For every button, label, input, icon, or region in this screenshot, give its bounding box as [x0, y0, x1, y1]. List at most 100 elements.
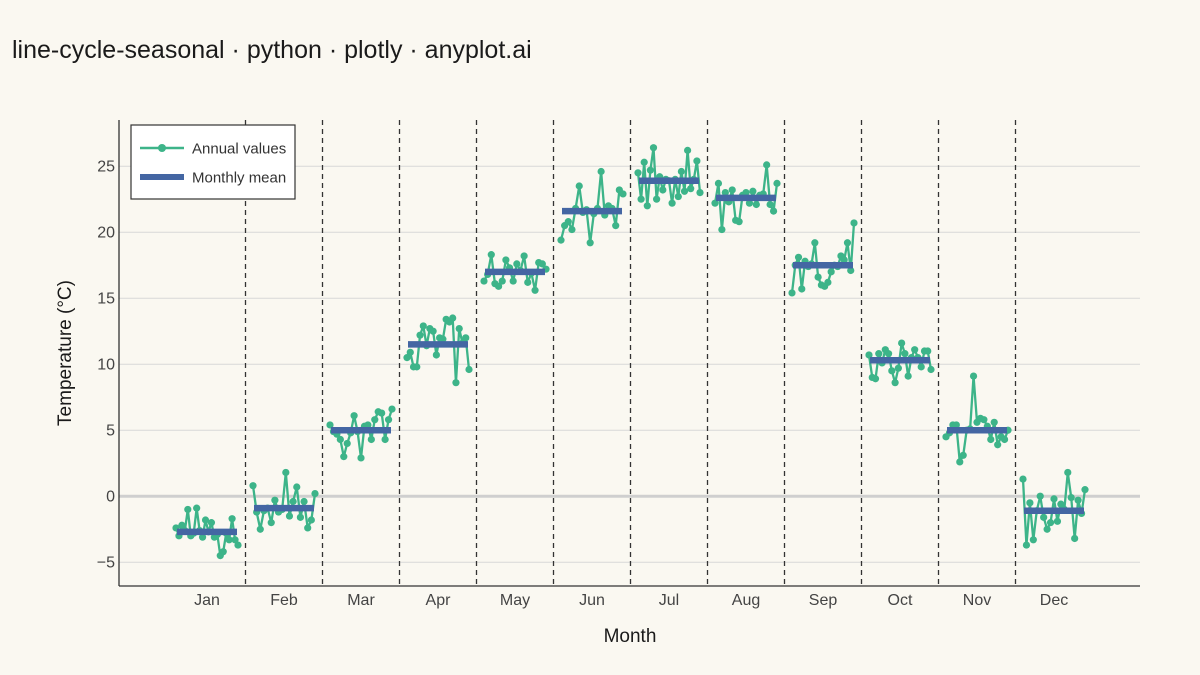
annual-value-point: [520, 252, 528, 260]
annual-value-point: [824, 278, 832, 286]
annual-value-point: [225, 536, 233, 544]
annual-value-point: [612, 222, 620, 230]
annual-value-point: [1000, 435, 1009, 444]
annual-value-point: [1050, 495, 1058, 503]
annual-value-point: [1057, 500, 1065, 508]
annual-value-point: [875, 350, 883, 358]
annual-value-point: [687, 185, 695, 193]
annual-value-point: [1053, 517, 1062, 525]
annual-value-point: [924, 347, 932, 355]
annual-value-point: [452, 379, 460, 387]
annual-value-point: [904, 372, 912, 380]
annual-value-point: [637, 195, 645, 203]
annual-value-point: [498, 277, 506, 285]
x-axis-title: Month: [604, 626, 657, 647]
annual-value-point: [811, 239, 819, 247]
annual-value-point: [646, 166, 655, 174]
annual-value-point: [891, 379, 899, 387]
annual-value-point: [711, 199, 719, 207]
annual-value-point: [649, 144, 658, 152]
annual-value-point: [969, 372, 978, 380]
annual-value-point: [564, 218, 572, 226]
annual-value-point: [311, 489, 319, 498]
y-tick-label: 0: [106, 489, 115, 506]
annual-value-point: [336, 435, 344, 444]
annual-value-point: [643, 202, 651, 210]
annual-value-point: [178, 521, 186, 529]
annual-value-point: [462, 334, 470, 342]
annual-value-point: [1043, 525, 1051, 533]
x-tick-label: Jul: [659, 592, 679, 609]
y-tick-label: 5: [106, 423, 115, 440]
y-tick-label: 10: [97, 357, 115, 374]
annual-value-point: [350, 412, 358, 420]
annual-values-line-jan: [174, 506, 240, 557]
annual-value-point: [917, 363, 925, 371]
legend-marker-annual-values: [158, 144, 166, 152]
annual-value-point: [693, 157, 701, 165]
annual-value-point: [487, 251, 495, 259]
annual-value-point: [956, 458, 964, 466]
annual-value-point: [674, 192, 682, 201]
annual-value-point: [1040, 513, 1048, 521]
x-tick-label: Apr: [426, 592, 452, 609]
annual-value-point: [980, 416, 988, 424]
annual-value-point: [959, 451, 967, 459]
legend-box: [130, 124, 296, 200]
annual-value-point: [271, 496, 279, 504]
annual-value-point: [538, 260, 546, 268]
annual-value-point: [927, 365, 935, 374]
annual-value-point: [1074, 496, 1082, 504]
annual-value-point: [378, 409, 386, 417]
annual-value-point: [455, 324, 463, 333]
annual-value-point: [531, 286, 539, 294]
annual-value-point: [1036, 492, 1044, 500]
annual-value-point: [597, 167, 605, 176]
y-axis-title: Temperature (°C): [55, 280, 76, 426]
annual-value-point: [282, 468, 290, 477]
annual-value-point: [1019, 475, 1027, 483]
annual-value-point: [952, 421, 960, 429]
x-tick-label: Jan: [194, 592, 220, 609]
y-tick-label: 25: [97, 159, 115, 176]
annual-value-point: [357, 454, 365, 462]
annual-value-point: [1026, 499, 1034, 507]
annual-value-point: [304, 524, 312, 532]
annual-value-point: [267, 519, 275, 527]
annual-value-point: [429, 327, 437, 335]
annual-value-point: [680, 187, 689, 195]
annual-value-point: [619, 190, 627, 198]
annual-values-line-jul: [636, 146, 702, 207]
annual-value-point: [901, 350, 909, 358]
annual-value-point: [1029, 536, 1037, 544]
x-tick-label: Oct: [888, 592, 913, 609]
annual-value-point: [898, 339, 906, 347]
annual-value-point: [201, 516, 210, 524]
annual-value-point: [371, 416, 379, 424]
annual-value-point: [696, 189, 704, 197]
annual-value-point: [766, 200, 774, 209]
annual-value-point: [249, 482, 257, 490]
annual-value-point: [364, 421, 372, 429]
series-layer: [172, 144, 1089, 560]
y-tick-label: 15: [97, 291, 115, 308]
annual-value-point: [285, 512, 294, 520]
annual-value-point: [296, 513, 305, 521]
annual-value-point: [653, 195, 661, 203]
annual-value-point: [416, 331, 424, 339]
legend-label-annual-values: Annual values: [192, 141, 286, 158]
annual-value-point: [1081, 486, 1089, 494]
annual-value-point: [871, 375, 880, 383]
annual-value-point: [987, 435, 995, 444]
annual-value-point: [850, 219, 858, 227]
annual-value-point: [568, 225, 576, 234]
annual-value-point: [198, 533, 207, 541]
annual-value-point: [721, 189, 729, 197]
annual-value-point: [513, 260, 521, 268]
annual-value-point: [256, 525, 264, 533]
annual-value-point: [432, 351, 440, 359]
annual-value-point: [742, 189, 750, 197]
grid-layer: [119, 165, 1140, 563]
x-tick-label: Dec: [1040, 592, 1068, 609]
